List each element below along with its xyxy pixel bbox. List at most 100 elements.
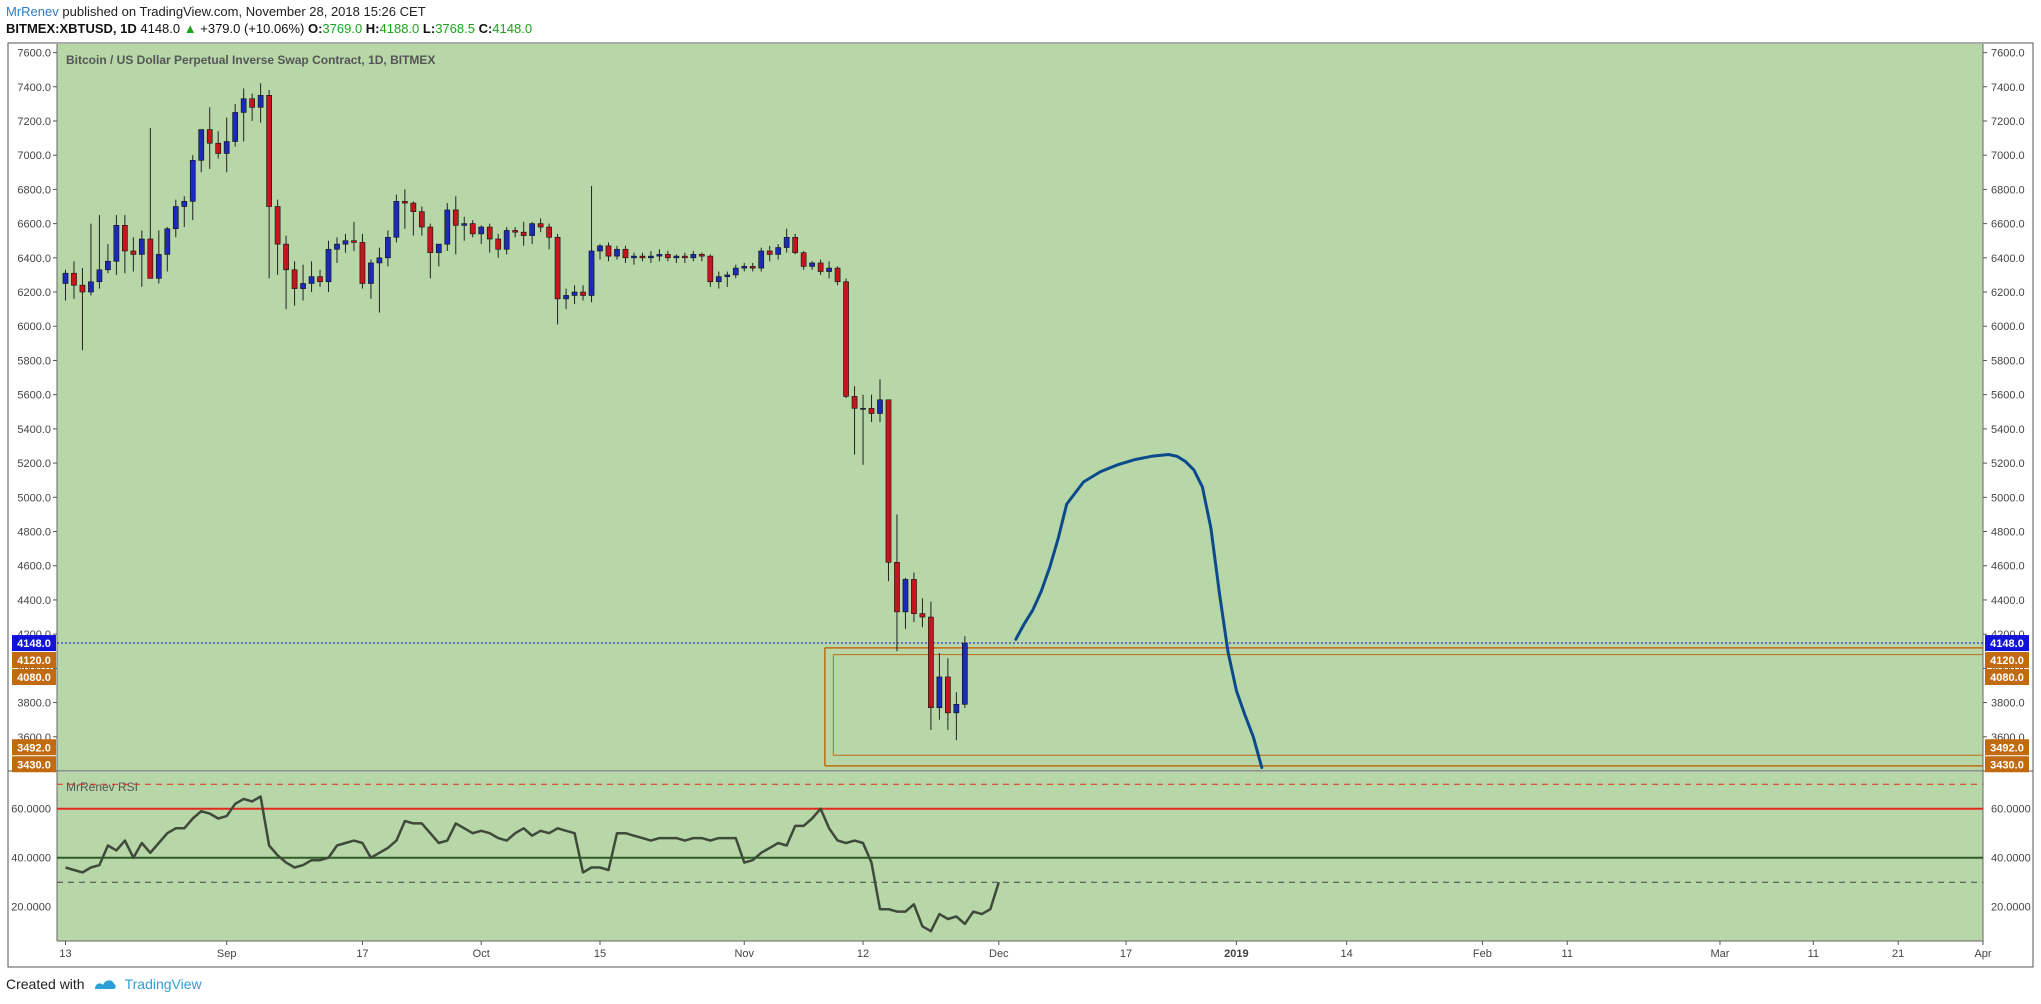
candle-body [435, 243, 442, 253]
candle-body [283, 243, 289, 271]
candle-body [147, 238, 154, 279]
candle-body [249, 98, 255, 108]
chart-frame [7, 42, 2034, 968]
candle-body [223, 141, 230, 154]
rsi-tick-label-left: 40.0000 [11, 853, 51, 865]
price-label-bg-right [1985, 739, 2029, 756]
candle-body [809, 262, 815, 267]
price-label-bg-left [12, 739, 56, 756]
tradingview-logo-icon[interactable] [93, 977, 117, 991]
price-label-left: 3430.0 [17, 759, 51, 771]
candle-body [792, 236, 799, 253]
candle-body [529, 223, 535, 236]
candle-body [155, 254, 162, 279]
ohlc-header: BITMEX:XBTUSD, 1D 4148.0 ▲ +379.0 (+10.0… [6, 21, 532, 36]
candle-body [919, 613, 926, 618]
chart-title: Bitcoin / US Dollar Perpetual Inverse Sw… [66, 53, 435, 67]
candle-body [707, 255, 714, 283]
candle-body [648, 255, 654, 259]
candle-body [698, 254, 705, 257]
price-label-right: 4120.0 [1990, 655, 2024, 667]
candle-body [911, 579, 917, 614]
author-link[interactable]: MrRenev [6, 4, 59, 19]
candle-body [452, 209, 459, 226]
candle-body [783, 236, 790, 248]
price-label-right: 3492.0 [1990, 742, 2024, 754]
candle-body [682, 255, 688, 259]
time-tick-label: Sep [217, 948, 237, 960]
price-tick-label-left: 7600.0 [17, 48, 51, 60]
price-tick-label-right: 4400.0 [1991, 595, 2025, 607]
high-label: H: [365, 21, 380, 36]
candle-body [605, 245, 612, 257]
candle-body [826, 267, 832, 272]
time-tick-label: Dec [989, 948, 1009, 960]
price-tick-label-right: 6200.0 [1991, 287, 2025, 299]
price-tick-label-right: 7200.0 [1991, 116, 2025, 128]
candle-body [215, 142, 222, 154]
candle-body [877, 399, 883, 414]
candle-body [512, 230, 519, 233]
rsi-title: MrRenev RSI [66, 780, 138, 794]
candle-body [741, 266, 748, 269]
candle-body [580, 291, 586, 296]
candle-body [393, 201, 400, 238]
rsi-tick-label-left: 20.0000 [11, 902, 51, 914]
candle-body [469, 223, 476, 235]
up-arrow-icon: ▲ [183, 21, 197, 36]
candle-body [385, 236, 391, 259]
price-label-right: 4148.0 [1990, 638, 2024, 650]
candle-body [96, 269, 103, 283]
price-tick-label-left: 4600.0 [17, 561, 51, 573]
candle-body [62, 272, 69, 284]
close-label: C: [478, 21, 493, 36]
candle-body [486, 226, 493, 240]
candle-body [291, 269, 298, 289]
candle-body [715, 276, 722, 283]
candle-body [410, 202, 417, 212]
price-tick-label-right: 3800.0 [1991, 698, 2025, 710]
candle-body [673, 255, 680, 259]
candle-body [359, 242, 366, 284]
candle-body [554, 236, 561, 300]
price-label-right: 4080.0 [1990, 672, 2024, 684]
published-text: published on TradingView.com, November 2… [62, 4, 426, 19]
candle-body [775, 247, 782, 255]
price-label-bg-right [1985, 652, 2029, 669]
candle-body [266, 95, 272, 207]
price-tick-label-left: 4400.0 [17, 595, 51, 607]
tradingview-link[interactable]: TradingView [124, 976, 202, 992]
candle-body [130, 250, 137, 255]
rsi-line [65, 795, 1000, 933]
time-tick-label: 13 [59, 948, 71, 960]
price-tick-label-right: 4600.0 [1991, 561, 2025, 573]
low-label: L: [422, 21, 436, 36]
price-tick-label-left: 4800.0 [17, 527, 51, 539]
price-tick-label-right: 7400.0 [1991, 82, 2025, 94]
price-tick-label-left: 5200.0 [17, 458, 51, 470]
candle-body [665, 254, 671, 259]
price-tick-label-right: 5200.0 [1991, 458, 2025, 470]
price-label-bg-left [12, 635, 56, 652]
price-tick-label-left: 5600.0 [17, 390, 51, 402]
candle-body [503, 230, 510, 250]
candle-body [342, 240, 349, 245]
candle-body [639, 255, 646, 259]
candle-body [885, 399, 892, 563]
time-tick-label: 11 [1562, 948, 1573, 960]
candle-body [749, 266, 756, 269]
price-tick-label-right: 6800.0 [1991, 184, 2025, 196]
candle-body [622, 248, 629, 259]
projection-curve[interactable] [1014, 453, 1264, 770]
candle-body [614, 248, 620, 257]
price-tick-label-left: 7000.0 [17, 150, 51, 162]
candle-body [571, 291, 578, 296]
symbol-label: BITMEX:XBTUSD, 1D [6, 21, 137, 36]
price-tick-label-left: 6200.0 [17, 287, 51, 299]
open-value: 3769.0 [322, 21, 363, 36]
candle-body [189, 160, 196, 202]
candle-body [766, 250, 773, 255]
candle-body [953, 703, 960, 714]
time-tick-label: Feb [1473, 948, 1492, 960]
